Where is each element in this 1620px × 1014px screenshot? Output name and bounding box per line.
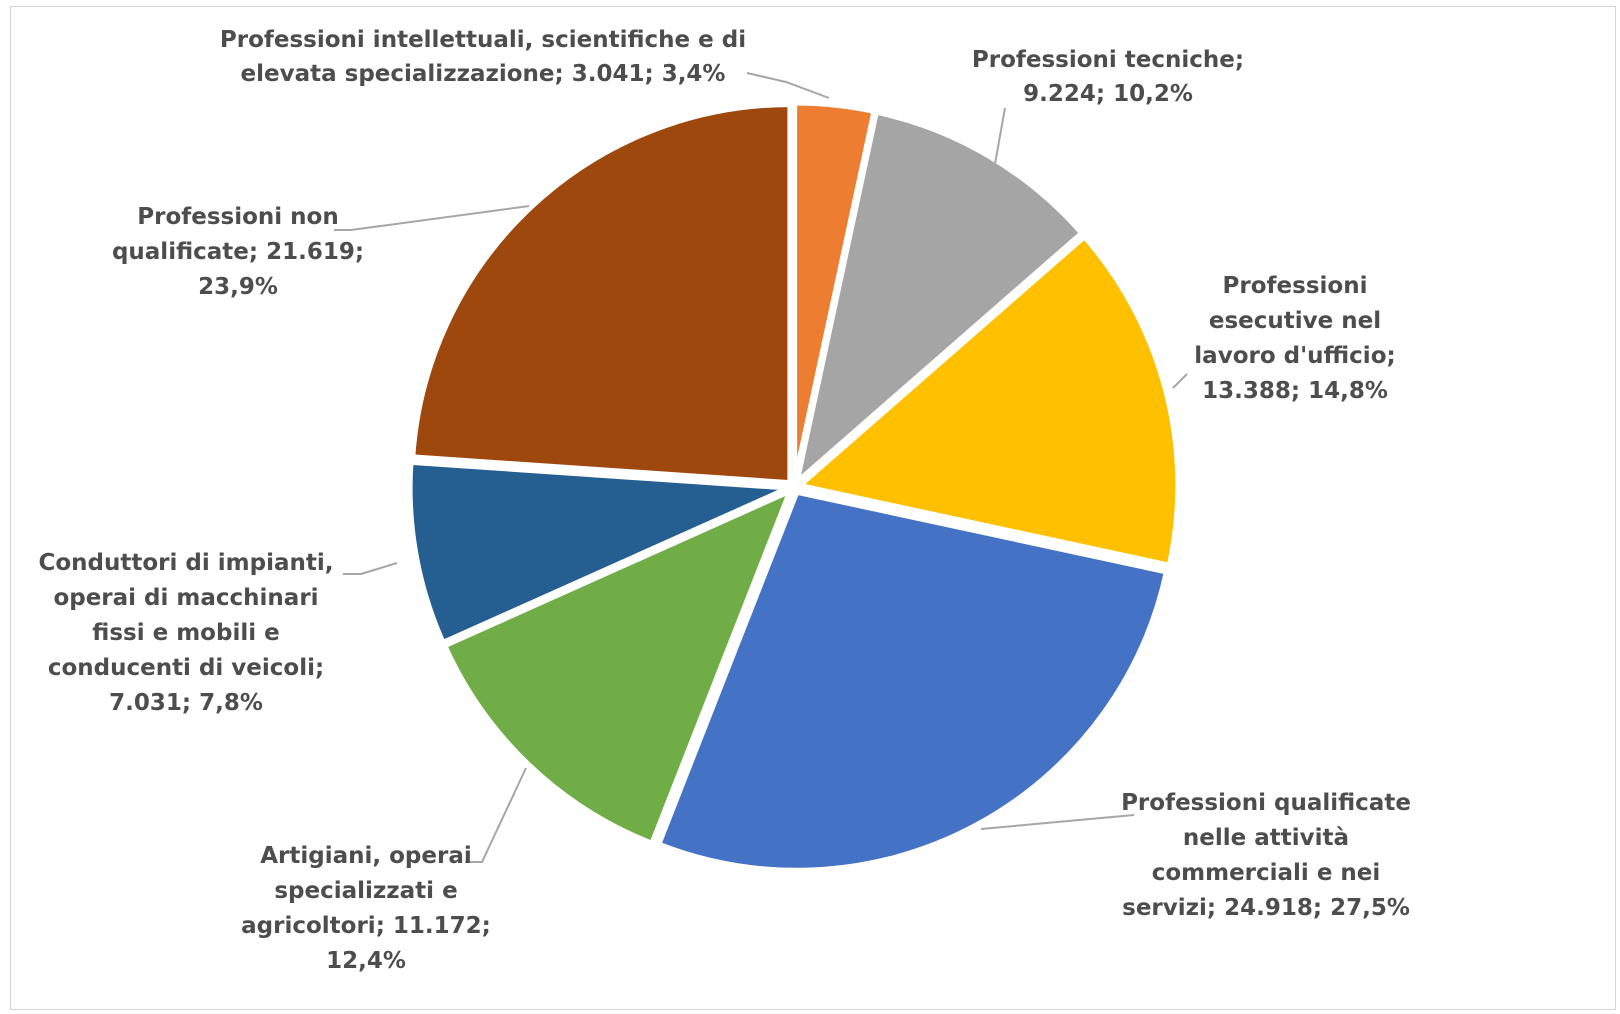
data-label-line: 13.388; 14,8% bbox=[1202, 378, 1388, 404]
data-label-line: Conduttori di impianti, bbox=[39, 550, 334, 576]
data-label-line: 23,9% bbox=[198, 274, 278, 300]
pie-chart: Professioni intellettuali, scientifiche … bbox=[39, 27, 1411, 974]
data-label-line: 9.224; 10,2% bbox=[1023, 81, 1193, 107]
data-label: Professioni non qualificate; 21.619; 23,9% bbox=[112, 204, 364, 300]
pie-slice bbox=[656, 489, 1169, 873]
data-label-line: operai di macchinari bbox=[53, 585, 318, 611]
data-label: Professioni tecniche; 9.224; 10,2% bbox=[972, 47, 1244, 107]
data-label-line: servizi; 24.918; 27,5% bbox=[1122, 895, 1410, 921]
data-label-line: Professioni bbox=[1223, 273, 1368, 299]
leader-line bbox=[994, 107, 1006, 165]
leader-line bbox=[465, 767, 527, 863]
leader-line bbox=[334, 205, 530, 231]
leader-line bbox=[980, 814, 1135, 830]
data-label: Conduttori di impianti, operai di macchin… bbox=[39, 550, 334, 716]
leader-line bbox=[746, 72, 830, 99]
pie-slice bbox=[410, 102, 793, 486]
data-label-line: 7.031; 7,8% bbox=[109, 690, 263, 716]
chart-frame: Professioni intellettuali, scientifiche … bbox=[10, 6, 1616, 1010]
data-label-line: Professioni tecniche; bbox=[972, 47, 1244, 73]
pie-slice bbox=[792, 100, 877, 484]
data-label: Professioni esecutive nel lavoro d'ufficio… bbox=[1194, 273, 1395, 404]
pie-slice bbox=[794, 109, 1085, 485]
data-label-line: elevata specializzazione; 3.041; 3,4% bbox=[241, 61, 726, 87]
leader-line bbox=[1172, 373, 1188, 389]
data-label: Professioni intellettuali, scientifiche … bbox=[220, 27, 746, 87]
pie-slice bbox=[797, 234, 1181, 568]
data-label-line: esecutive nel bbox=[1209, 308, 1381, 334]
data-label: Professioni qualificate nelle attività com… bbox=[1121, 790, 1411, 921]
data-label-line: fissi e mobili e bbox=[92, 620, 279, 646]
data-label-line: conducenti di veicoli; bbox=[48, 655, 324, 681]
data-label-line: Professioni non bbox=[137, 204, 339, 230]
data-label-line: specializzati e bbox=[274, 878, 457, 904]
data-label-line: Professioni intellettuali, scientifiche … bbox=[220, 27, 746, 53]
pie-slice bbox=[442, 488, 793, 846]
data-label-line: 12,4% bbox=[326, 948, 406, 974]
leader-lines bbox=[334, 72, 1188, 863]
pie-slice bbox=[407, 459, 791, 645]
data-label-line: lavoro d'ufficio; bbox=[1194, 343, 1395, 369]
data-label-line: qualificate; 21.619; bbox=[112, 239, 364, 265]
data-label-line: nelle attività bbox=[1183, 825, 1349, 851]
data-labels: Professioni intellettuali, scientifiche … bbox=[39, 27, 1411, 974]
data-label-line: agricoltori; 11.172; bbox=[241, 913, 491, 939]
leader-line bbox=[343, 562, 398, 575]
data-label: Artigiani, operai specializzati e agricolt… bbox=[241, 843, 491, 974]
data-label-line: commerciali e nei bbox=[1152, 860, 1381, 886]
pie-slices bbox=[407, 100, 1181, 873]
data-label-line: Professioni qualificate bbox=[1121, 790, 1411, 816]
data-label-line: Artigiani, operai bbox=[260, 843, 472, 869]
